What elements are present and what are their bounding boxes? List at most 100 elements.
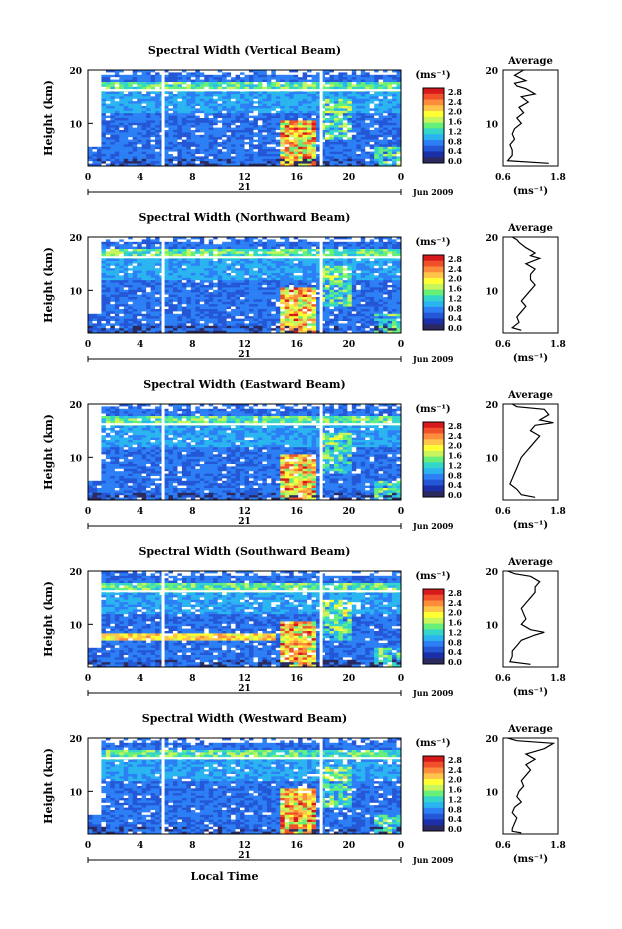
- heatmap-cell: [338, 149, 344, 152]
- heatmap-cell: [128, 253, 134, 257]
- heatmap-cell: [190, 270, 196, 274]
- heatmap-cell: [186, 249, 192, 252]
- heatmap-cell: [190, 241, 196, 245]
- heatmap-cell: [365, 146, 370, 150]
- heatmap-cell: [320, 258, 326, 262]
- heatmap-cell: [128, 294, 134, 298]
- heatmap-cell: [356, 82, 362, 85]
- heatmap-cell: [374, 301, 379, 305]
- heatmap-cell: [146, 156, 151, 160]
- heatmap-cell: [105, 261, 111, 264]
- heatmap-cell: [128, 134, 134, 138]
- heatmap-cell: [253, 287, 259, 291]
- heatmap-cell: [360, 137, 366, 140]
- heatmap-cell: [213, 149, 218, 152]
- heatmap-cell: [150, 237, 156, 240]
- heatmap-cell: [342, 275, 348, 279]
- heatmap-cell: [289, 161, 294, 164]
- heatmap-cell: [155, 309, 160, 312]
- heatmap-cell: [195, 246, 201, 250]
- heatmap-cell: [351, 270, 357, 274]
- heatmap-cell: [190, 91, 196, 95]
- heatmap-cell: [92, 130, 98, 133]
- heatmap-cell: [88, 156, 93, 160]
- heatmap-cell: [392, 275, 397, 279]
- heatmap-cell: [235, 294, 241, 298]
- heatmap-cell: [168, 301, 174, 305]
- heatmap-cell: [365, 304, 370, 307]
- heatmap-cell: [155, 158, 160, 162]
- heatmap-cell: [141, 106, 147, 109]
- heatmap-cell: [195, 156, 201, 160]
- heatmap-cell: [213, 146, 218, 150]
- heatmap-cell: [190, 79, 196, 83]
- heatmap-cell: [378, 96, 384, 100]
- heatmap-cell: [271, 289, 277, 293]
- heatmap-cell: [208, 94, 214, 97]
- heatmap-cell: [257, 277, 263, 281]
- heatmap-cell: [266, 149, 272, 152]
- heatmap-cell: [342, 270, 348, 274]
- heatmap-cell: [231, 241, 236, 245]
- heatmap-cell: [248, 74, 254, 78]
- heatmap-cell: [110, 273, 116, 276]
- heatmap-cell: [271, 118, 277, 121]
- heatmap-cell: [257, 154, 263, 157]
- heatmap-cell: [244, 282, 250, 286]
- heatmap-cell: [248, 149, 254, 152]
- heatmap-cell: [378, 292, 384, 295]
- heatmap-cell: [307, 72, 312, 76]
- heatmap-cell: [181, 101, 187, 104]
- heatmap-cell: [271, 273, 277, 276]
- heatmap-cell: [235, 101, 241, 104]
- heatmap-cell: [338, 127, 344, 131]
- heatmap-cell: [280, 263, 286, 267]
- heatmap-cell: [396, 280, 402, 283]
- heatmap-cell: [320, 113, 326, 116]
- heatmap-cell: [253, 273, 259, 276]
- heatmap-cell: [101, 306, 107, 310]
- heatmap-cell: [146, 77, 151, 80]
- heatmap-cell: [293, 103, 299, 107]
- heatmap-cell: [351, 273, 357, 276]
- heatmap-cell: [289, 268, 294, 271]
- heatmap-cell: [360, 294, 366, 298]
- heatmap-cell: [231, 74, 236, 78]
- heatmap-cell: [92, 120, 98, 124]
- heatmap-cell: [262, 139, 268, 143]
- heatmap-cell: [101, 103, 107, 107]
- heatmap-cell: [235, 132, 241, 136]
- heatmap-cell: [181, 282, 187, 286]
- heatmap-cell: [369, 98, 375, 102]
- heatmap-cell: [141, 94, 147, 97]
- heatmap-cell: [360, 270, 366, 274]
- heatmap-cell: [141, 292, 147, 295]
- heatmap-cell: [195, 285, 201, 288]
- heatmap-cell: [222, 282, 227, 286]
- heatmap-cell: [110, 154, 116, 157]
- heatmap-cell: [204, 101, 210, 104]
- heatmap-cell: [92, 151, 98, 155]
- heatmap-cell: [316, 74, 321, 78]
- heatmap-cell: [347, 91, 353, 95]
- heatmap-cell: [320, 270, 326, 274]
- heatmap-cell: [311, 268, 317, 271]
- heatmap-cell: [141, 268, 147, 271]
- heatmap-cell: [356, 261, 362, 264]
- heatmap-cell: [387, 122, 393, 126]
- heatmap-cell: [204, 86, 210, 90]
- heatmap-cell: [262, 101, 268, 104]
- heatmap-cell: [365, 292, 370, 295]
- heatmap-cell: [217, 82, 223, 85]
- heatmap-cell: [320, 154, 326, 157]
- heatmap-cell: [164, 306, 169, 310]
- heatmap-cell: [266, 268, 272, 271]
- heatmap-cell: [235, 72, 241, 76]
- heatmap-cell: [320, 70, 326, 73]
- heatmap-cell: [186, 263, 192, 267]
- heatmap-cell: [101, 127, 107, 131]
- heatmap-cell: [181, 74, 187, 78]
- heatmap-cell: [342, 253, 348, 257]
- heatmap-cell: [128, 249, 134, 252]
- heatmap-cell: [226, 108, 232, 112]
